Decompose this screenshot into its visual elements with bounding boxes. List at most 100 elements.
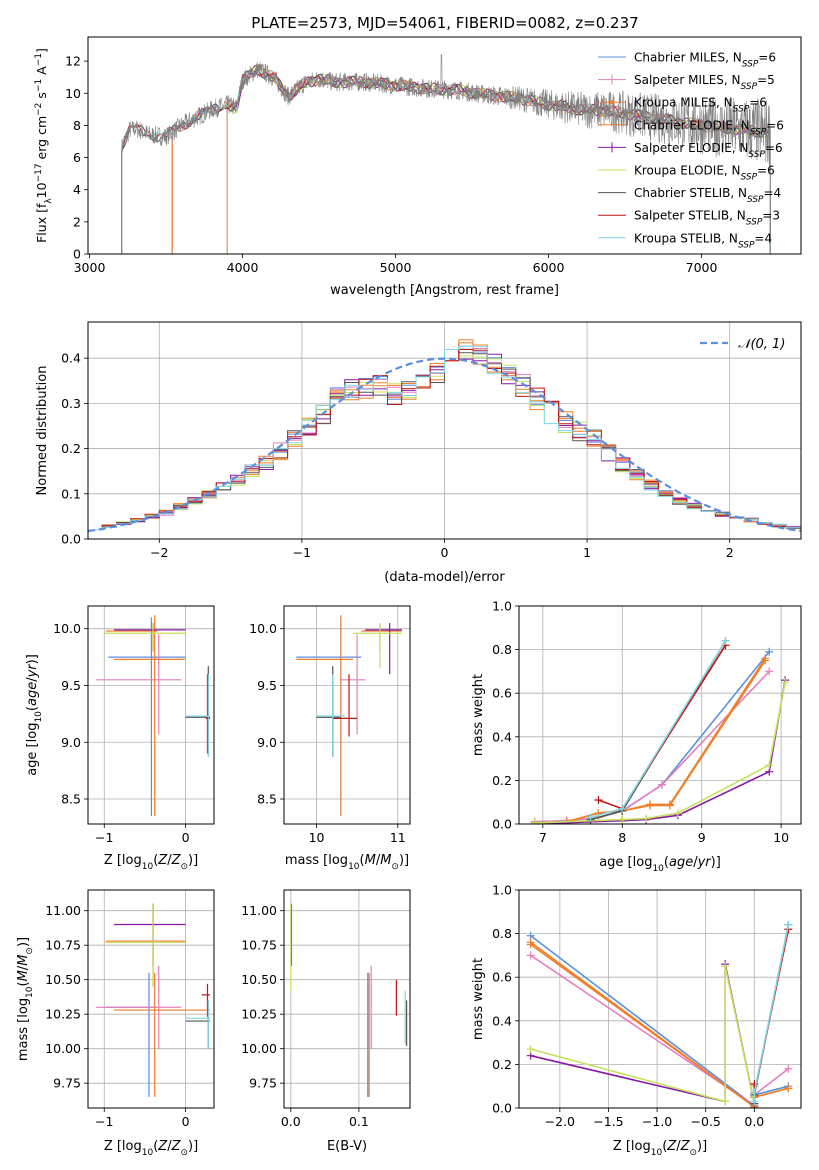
spectrum-xtick-label: 7000 [686,260,718,275]
weight_vs_age-ytick-label: 0.4 [492,729,512,744]
mass_vs_Z-ytick-label: 9.75 [53,1076,81,1091]
weight-series-marker [765,647,774,656]
mass-vs-Z-ylabel-part: ⊙ [25,947,35,955]
mass-vs-Z-xlabel-part: ( [153,1139,158,1154]
weight-series-marker [530,818,539,824]
weight_vs_age-ytick-label: 1.0 [492,599,512,614]
mass_vs_Z-ytick-label: 10.00 [45,1041,81,1056]
weight_vs_age-ytick-label: 0.2 [492,773,512,788]
weight-series-marker [665,801,674,810]
weight-series-marker [765,667,774,676]
age-vs-Z-xlabel-part: )] [188,853,198,868]
weight_vs_Z-xtick-label: 0.0 [744,1114,764,1129]
age-vs-mass-xlabel-part: M [365,853,376,868]
weight-series-line [534,657,766,824]
weight_vs_Z-plot-area [526,920,793,1108]
age-vs-Z-xlabel-part: ⊙ [180,862,188,872]
legend-label: Kroupa STELIB, NSSP=4 [634,231,772,250]
spectrum-ylabel-part: 10 [34,182,49,198]
legend-label-part: Chabrier STELIB, N [634,186,747,200]
age-vs-mass-xlabel-part: M [380,853,391,868]
age_vs_mass-ytick-label: 9.5 [257,678,277,693]
weight_vs_Z-ytick-label: 0.0 [492,1101,512,1116]
weight-series-marker [646,801,655,810]
weight-series-marker [784,1084,793,1093]
mass-vs-Z-xlabel-part: Z [log [104,1139,142,1154]
residuals-ytick-label: 0.4 [61,351,81,366]
legend-label-part: SSP [741,82,758,92]
age-vs-mass-xlabel-part: ( [360,853,365,868]
legend-label-part: =5 [757,73,775,87]
mass_vs_EBV-ytick-label: 10.50 [241,972,277,987]
mass_vs_EBV-xtick-label: 0.0 [281,1114,301,1129]
residuals-xtick-label: 2 [726,545,734,560]
spectrum-data-line [121,54,771,254]
weight_vs_Z-xlabel-part: 10 [651,1148,663,1158]
spectrum-frame [87,36,802,255]
legend-label: Salpeter MILES, NSSP=5 [634,73,775,92]
legend-label-part: =6 [766,118,784,132]
legend-label-part: Kroupa STELIB, N [634,231,738,245]
weight_vs_age-ytick-label: 0.8 [492,642,512,657]
mass-vs-Z-xlabel-part: )] [188,1139,198,1154]
residuals-ytick-label: 0.0 [61,532,81,547]
residuals-frame [87,321,802,540]
weight_vs_age-xlabel-part: age [log [599,855,652,870]
age-vs-mass-xlabel-part: / [376,853,381,868]
mass_vs_Z-plot-area [96,903,210,1097]
legend-normal-label: 𝒩(0, 1) [738,337,785,352]
spectrum-ylabel-part: −1 [34,79,44,92]
age_vs_mass-plot-area [296,615,402,817]
residuals-xtick-label: −2 [150,545,168,560]
weight_vs_Z-xtick-label: −2.0 [545,1114,575,1129]
spectrum-ylabel-part: A [34,66,49,79]
spectrum-ylabel-part: −2 [34,103,44,116]
age-vs-Z-ylabel-part: / [25,677,40,682]
weight_vs_Z-ytick-label: 0.6 [492,970,512,985]
weight_vs_age-ytick-label: 0.0 [492,817,512,832]
residuals-xtick-label: 0 [441,545,449,560]
legend-label-part: =4 [764,186,782,200]
mass-vs-Z-ylabel-part: M [16,955,31,966]
weight-series-marker [750,1097,759,1106]
mass_vs_EBV-panel: 0.0 0.1 9.75 10.00 10.25 10.50 10.75 11.00 E(B-V… [241,889,411,1154]
mass_vs_EBV-ytick-label: 10.00 [241,1041,277,1056]
age_vs_mass-xtick-label: 10 [309,830,325,845]
weight-series-marker [657,780,666,789]
spectrum-ytick-label: 4 [73,182,81,197]
spectrum-panel: 3000 4000 5000 6000 7000 0 2 4 6 8 10 12 Chabrier MI… [34,36,802,298]
mass_vs_Z-ytick-label: 11.00 [45,903,81,918]
mass-vs-Z-xlabel-part: / [167,1139,172,1154]
age-vs-mass-xlabel-part: mass [log [285,853,348,868]
mass-vs-Z-xlabel-part: Z [157,1139,168,1154]
mass_vs_EBV-ytick-label: 10.75 [241,938,277,953]
weight_vs_Z-xlabel: Z [log10(Z/Z⊙)] [613,1139,707,1158]
legend-label-part: Salpeter STELIB, N [634,209,746,223]
weight-series-marker [721,962,730,971]
age-vs-Z-xlabel-part: Z [171,853,182,868]
weight_vs_age-xlabel-part: 10 [652,864,664,874]
weight_vs_Z-ytick-label: 0.2 [492,1057,512,1072]
weight_vs_Z-panel: −2.0 −1.5 −1.0 −0.5 0.0 0.0 0.2 0.4 0.6 0.8 1.0 Z [… [471,883,802,1158]
age_vs_mass-ytick-label: 9.0 [257,735,277,750]
mass-vs-EBV-xlabel: E(B-V) [327,1139,367,1154]
residuals-ytick-label: 0.3 [61,396,81,411]
weight-series-marker [526,951,535,960]
legend-label: Chabrier MILES, NSSP=6 [634,51,776,70]
normal-curve [88,357,801,533]
weight_vs_age-xlabel: age [log10(age/yr)] [599,855,721,874]
weight-series-marker [586,813,595,822]
age-vs-Z-ylabel-part: ( [25,706,40,711]
residuals-ylabel: Normed distribution [35,366,50,496]
legend-label: Kroupa MILES, NSSP=6 [634,96,767,115]
age-vs-mass-xlabel-part: 10 [348,862,360,872]
mass-vs-Z-ylabel-part: mass [log [16,998,31,1061]
spectrum-ylabel-part: ] [34,48,49,53]
spectrum-ytick-label: 8 [73,118,81,133]
age-vs-Z-ylabel-part: yr [25,663,40,679]
weight_vs_age-xlabel-part: yr [697,855,713,870]
weight_vs_age-ytick-label: 0.6 [492,686,512,701]
weight-series-marker [526,1045,535,1054]
